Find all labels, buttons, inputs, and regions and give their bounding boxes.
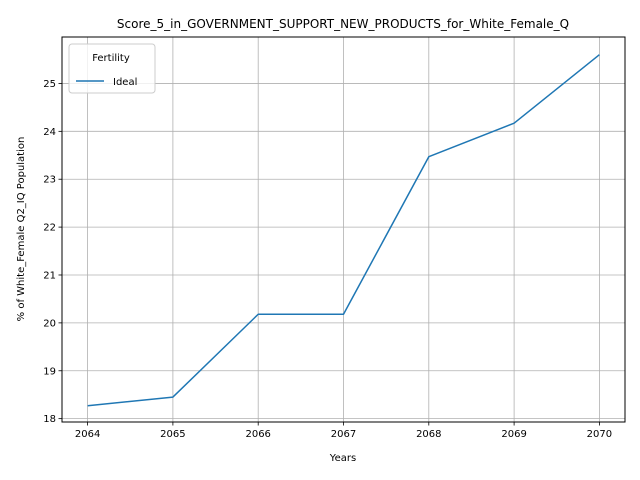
grid: [62, 37, 625, 422]
series-line-ideal: [87, 54, 600, 407]
y-tick-label: 18: [43, 414, 56, 425]
x-tick-label: 2067: [331, 429, 356, 440]
legend-title: Fertility: [92, 53, 130, 64]
y-axis: 18 19 20 21 22 23 24 25: [43, 79, 62, 425]
x-axis-label: Years: [329, 453, 356, 464]
y-tick-label: 24: [43, 127, 56, 138]
x-tick-label: 2068: [416, 429, 441, 440]
y-axis-label: % of White_Female Q2_IQ Population: [16, 137, 27, 322]
x-tick-label: 2064: [75, 429, 100, 440]
y-tick-label: 21: [43, 270, 56, 281]
chart-title: Score_5_in_GOVERNMENT_SUPPORT_NEW_PRODUC…: [117, 17, 569, 31]
y-tick-label: 23: [43, 175, 56, 186]
x-tick-label: 2069: [501, 429, 526, 440]
x-axis: 2064 2065 2066 2067 2068 2069 2070: [75, 422, 612, 440]
legend: Fertility Ideal: [68, 43, 156, 94]
y-tick-label: 20: [43, 318, 56, 329]
series-layer: [87, 54, 600, 407]
x-tick-label: 2065: [160, 429, 185, 440]
x-tick-label: 2066: [245, 429, 270, 440]
x-tick-label: 2070: [587, 429, 612, 440]
legend-label-ideal: Ideal: [113, 77, 137, 88]
y-tick-label: 25: [43, 79, 56, 90]
y-tick-label: 19: [43, 366, 56, 377]
legend-box: [68, 43, 156, 94]
y-tick-label: 22: [43, 223, 56, 234]
